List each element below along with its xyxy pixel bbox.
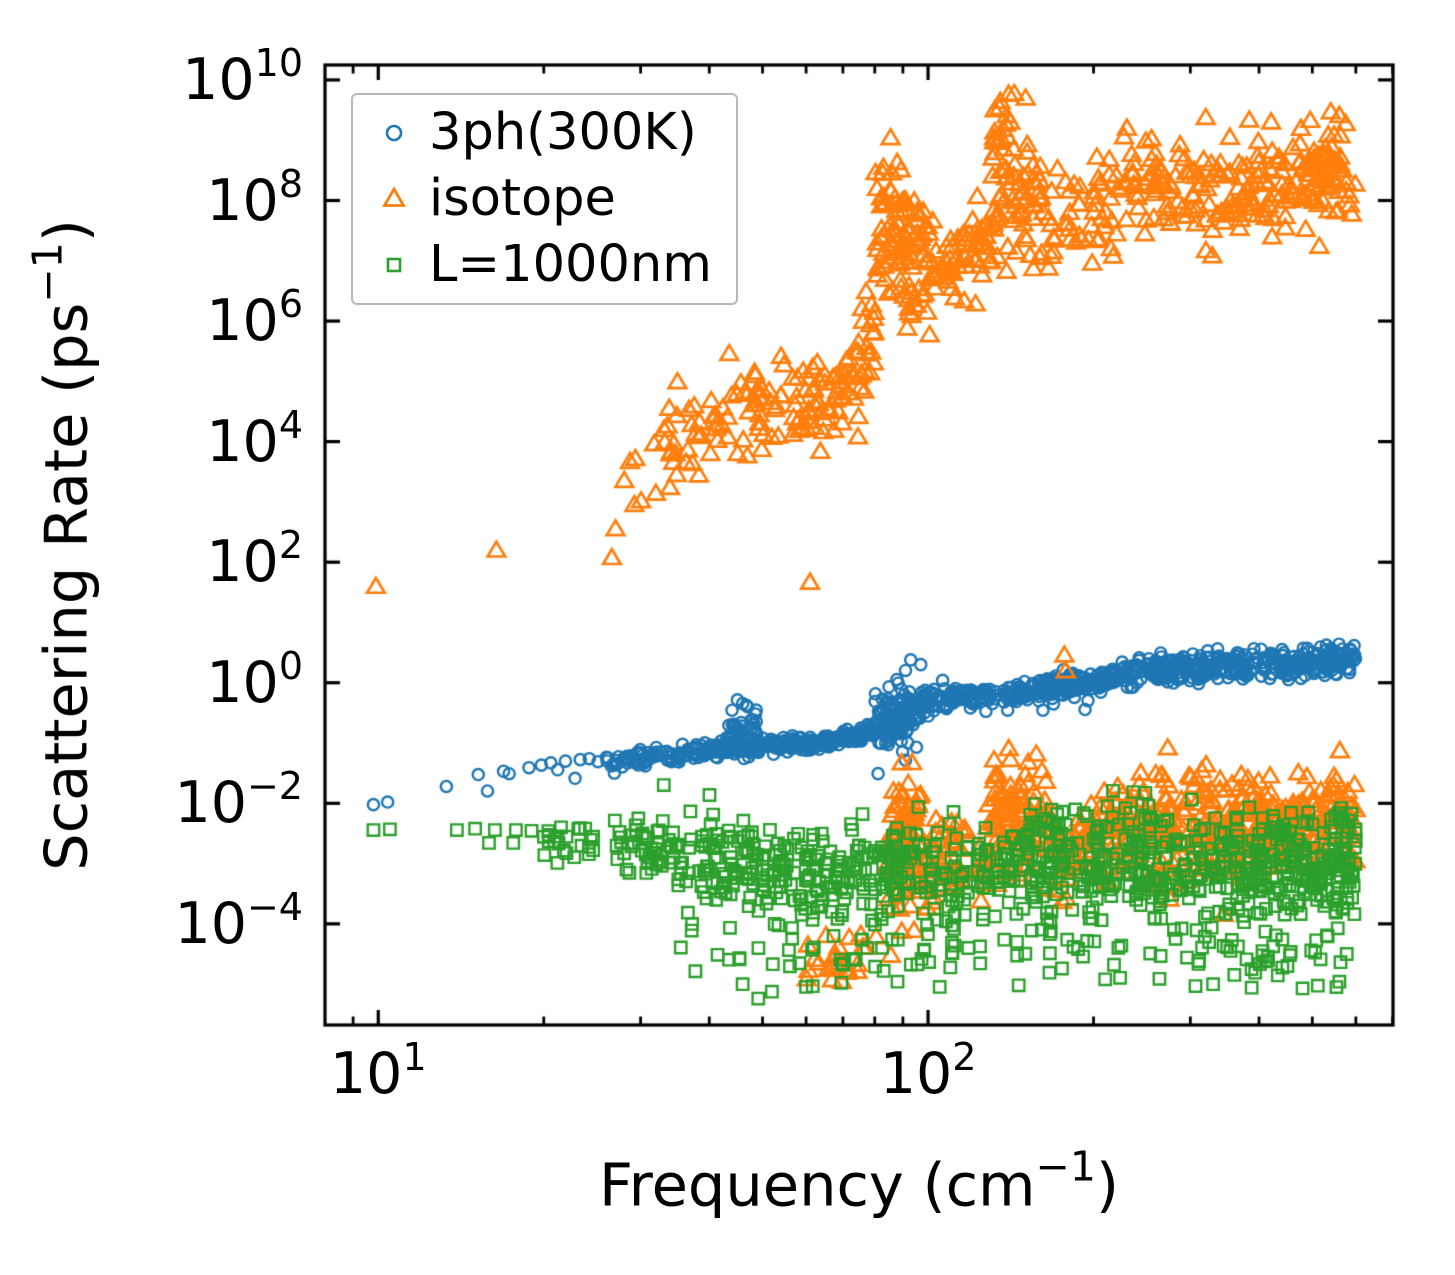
x-tick-label: 101 (329, 1035, 427, 1107)
legend-label-L1000nm: L=1000nm (429, 235, 712, 294)
y-tick-label: 102 (206, 523, 303, 596)
x-axis-label-close: ) (1095, 1150, 1119, 1220)
y-tick-label: 106 (206, 282, 303, 355)
legend-triangle-glyph (382, 186, 406, 207)
circle-marker-icon (385, 124, 403, 142)
y-tick-label: 104 (206, 402, 303, 475)
legend: 3ph(300K) isotope L=1000nm (351, 93, 738, 305)
y-axis-label-superscript: −1 (23, 242, 72, 303)
y-axis-label-text: Scattering Rate (ps (31, 302, 101, 871)
legend-label-isotope: isotope (429, 169, 616, 228)
y-axis-label-close: ) (31, 219, 101, 243)
x-tick-label: 102 (879, 1035, 977, 1107)
y-tick-label: 10−4 (174, 884, 303, 957)
x-axis-label: Frequency (cm−1) (599, 1143, 1119, 1220)
legend-item-isotope: isotope (353, 167, 736, 231)
y-tick-label: 1010 (182, 40, 303, 113)
legend-item-L1000nm: L=1000nm (353, 233, 736, 297)
y-tick-label: 108 (206, 161, 303, 234)
legend-label-3ph: 3ph(300K) (429, 103, 697, 162)
legend-square-glyph (386, 257, 402, 273)
legend-circle-glyph (385, 124, 403, 142)
y-tick-label: 100 (206, 643, 303, 716)
triangle-marker-icon (382, 186, 406, 207)
x-axis-label-superscript: −1 (1035, 1142, 1096, 1191)
y-tick-label: 10−2 (174, 764, 303, 837)
y-axis-label: Scattering Rate (ps−1) (24, 219, 101, 871)
legend-item-3ph: 3ph(300K) (353, 101, 736, 165)
square-marker-icon (386, 257, 402, 273)
x-axis-label-text: Frequency (cm (599, 1150, 1036, 1220)
